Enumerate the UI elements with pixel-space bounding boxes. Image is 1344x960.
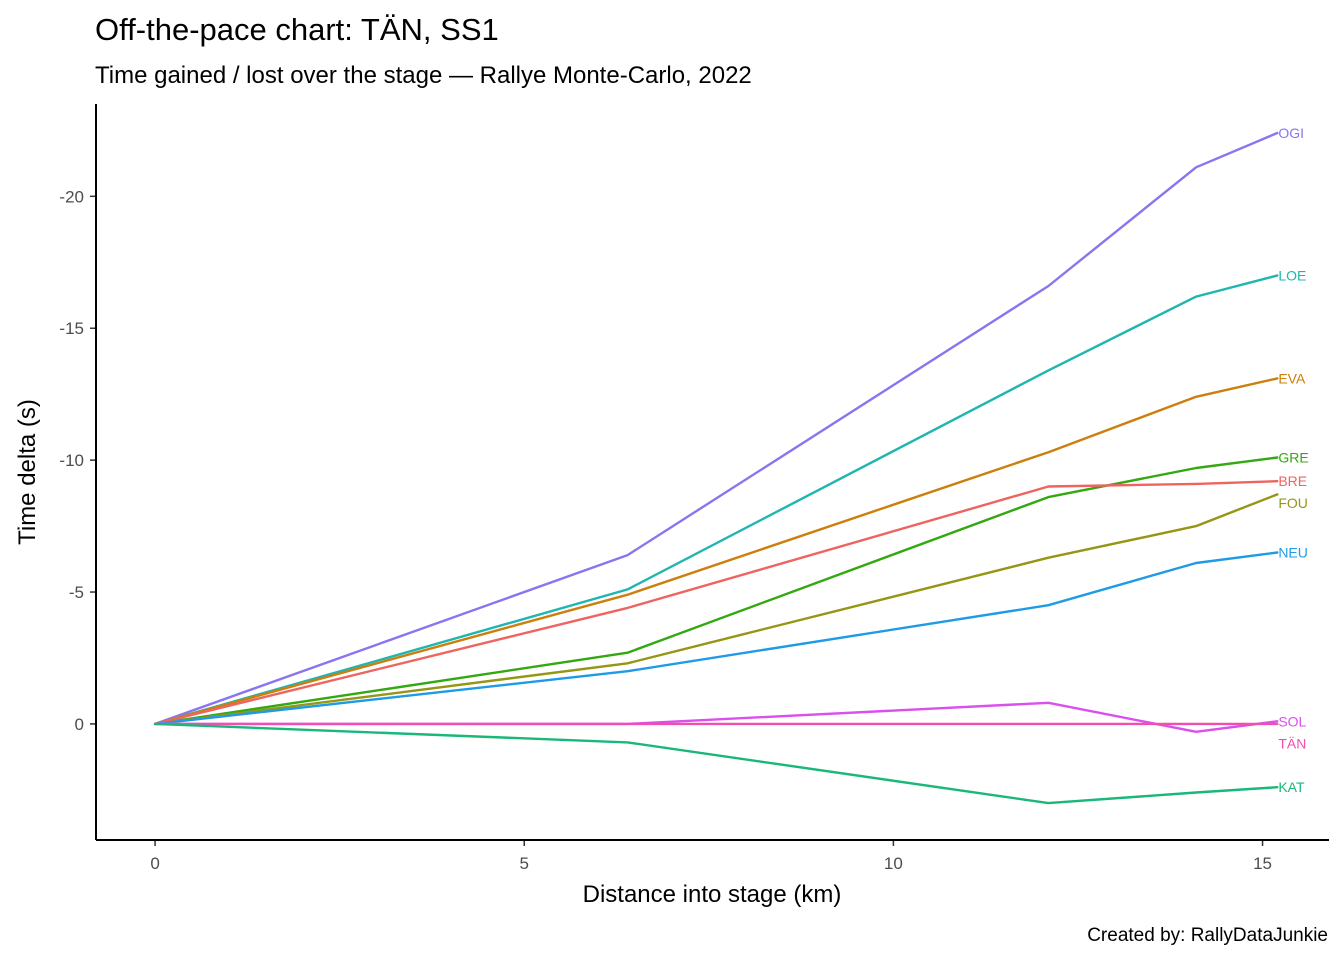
y-axis-title: Time delta (s): [14, 399, 41, 545]
series-line-1: [153, 131, 1279, 726]
series-line-7: [153, 551, 1279, 726]
x-axis-ticks: 0 5 10 15: [150, 840, 1272, 873]
y-axis-ticks: -20 -15 -10 -5 0: [59, 187, 96, 734]
series-end-label-3: EVA: [1278, 370, 1306, 386]
series-line-8: [153, 701, 1279, 733]
x-tick-label: 5: [519, 854, 528, 873]
series-end-label-5: BRE: [1278, 473, 1307, 489]
y-tick-label: -5: [69, 583, 84, 602]
series-end-label-6: FOU: [1278, 495, 1308, 511]
series-line-6: [153, 493, 1279, 726]
series-line-2: [153, 274, 1279, 726]
series-end-label-4: GRE: [1278, 450, 1308, 466]
series-line-10: [153, 722, 1279, 805]
series-end-label-1: OGI: [1278, 125, 1304, 141]
series-end-label-7: NEU: [1278, 545, 1308, 561]
chart-title: Off-the-pace chart: TÄN, SS1: [95, 12, 499, 47]
y-tick-label: -20: [59, 187, 84, 206]
series-end-label-10: KAT: [1278, 779, 1305, 795]
x-tick-label: 0: [150, 854, 159, 873]
chart-caption: Created by: RallyDataJunkie: [1087, 925, 1328, 946]
series-line-4: [153, 456, 1279, 726]
series-end-label-9: TÄN: [1278, 735, 1306, 751]
x-axis-title: Distance into stage (km): [583, 881, 842, 908]
y-tick-label: 0: [75, 715, 84, 734]
series-lines: [153, 131, 1279, 805]
series-end-label-2: LOE: [1278, 268, 1306, 284]
series-labels: OGI LOE EVA GRE BRE FOU NEU SOL TÄN KAT: [1278, 125, 1308, 795]
x-tick-label: 15: [1253, 854, 1272, 873]
y-tick-label: -10: [59, 451, 84, 470]
x-tick-label: 10: [884, 854, 903, 873]
series-end-label-8: SOL: [1278, 713, 1306, 729]
y-tick-label: -15: [59, 319, 84, 338]
series-line-3: [153, 377, 1279, 726]
series-line-5: [153, 480, 1279, 726]
chart-subtitle: Time gained / lost over the stage — Rall…: [95, 62, 752, 89]
